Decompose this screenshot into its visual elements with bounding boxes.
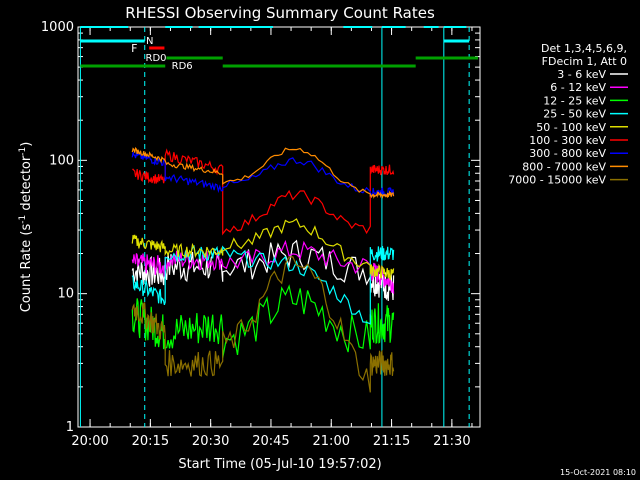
y-tick-label: 10: [57, 287, 74, 302]
y-tick-label: 1000: [41, 20, 74, 35]
legend-label: 800 - 7000 keV: [522, 160, 606, 173]
x-tick-label: 20:45: [252, 434, 289, 449]
legend-header-line-1: Det 1,3,4,5,6,9,: [541, 42, 627, 55]
plot-frame: [77, 26, 481, 428]
legend-label: 12 - 25 keV: [543, 94, 606, 107]
legend-label: 6 - 12 keV: [550, 81, 606, 94]
legend-label: 3 - 6 keV: [557, 68, 606, 81]
legend-label: 50 - 100 keV: [536, 121, 606, 134]
x-tick-label: 20:00: [71, 434, 108, 449]
series-line: [131, 151, 395, 199]
x-axis-label: Start Time (05-Jul-10 19:57:02): [178, 457, 381, 472]
y-tick-label: 100: [49, 153, 74, 168]
legend-label: 7000 - 15000 keV: [508, 174, 606, 187]
series-line: [131, 218, 395, 281]
x-tick-label: 21:15: [373, 434, 410, 449]
x-tick-label: 21:00: [313, 434, 350, 449]
series-line: [132, 148, 395, 236]
series-line: [131, 239, 395, 294]
series-lines: [131, 146, 395, 393]
flag-label-rd6: RD6: [172, 61, 193, 72]
x-tick-label: 20:30: [192, 434, 229, 449]
series-line: [131, 256, 395, 393]
legend-label: 25 - 50 keV: [543, 108, 606, 121]
y-tick-label: 1: [66, 420, 74, 435]
series-line: [131, 239, 395, 301]
legend-header-line-2: FDecim 1, Att 0: [542, 55, 627, 68]
flag-label-f: F: [131, 42, 137, 55]
flag-label-n: N: [146, 36, 153, 47]
series-line: [131, 146, 395, 199]
axis-ticks: 20:00 20:15 20:30 20:45 21:00 21:15 21:30 1 10 10…: [41, 20, 480, 449]
x-tick-label: 20:15: [132, 434, 169, 449]
x-tick-label: 21:30: [433, 434, 470, 449]
legend-label: 300 - 800 keV: [529, 147, 606, 160]
flag-label-rd0: RD0: [146, 53, 167, 64]
y-axis-label: Count Rate (s-1 detector-1): [18, 142, 34, 313]
series-line: [131, 244, 395, 325]
timestamp: 15-Oct-2021 08:10: [560, 468, 636, 477]
legend-label: 100 - 300 keV: [529, 134, 606, 147]
flag-bars: NF RD0 RD6: [79, 26, 478, 427]
chart-title: RHESSI Observing Summary Count Rates: [125, 4, 435, 22]
